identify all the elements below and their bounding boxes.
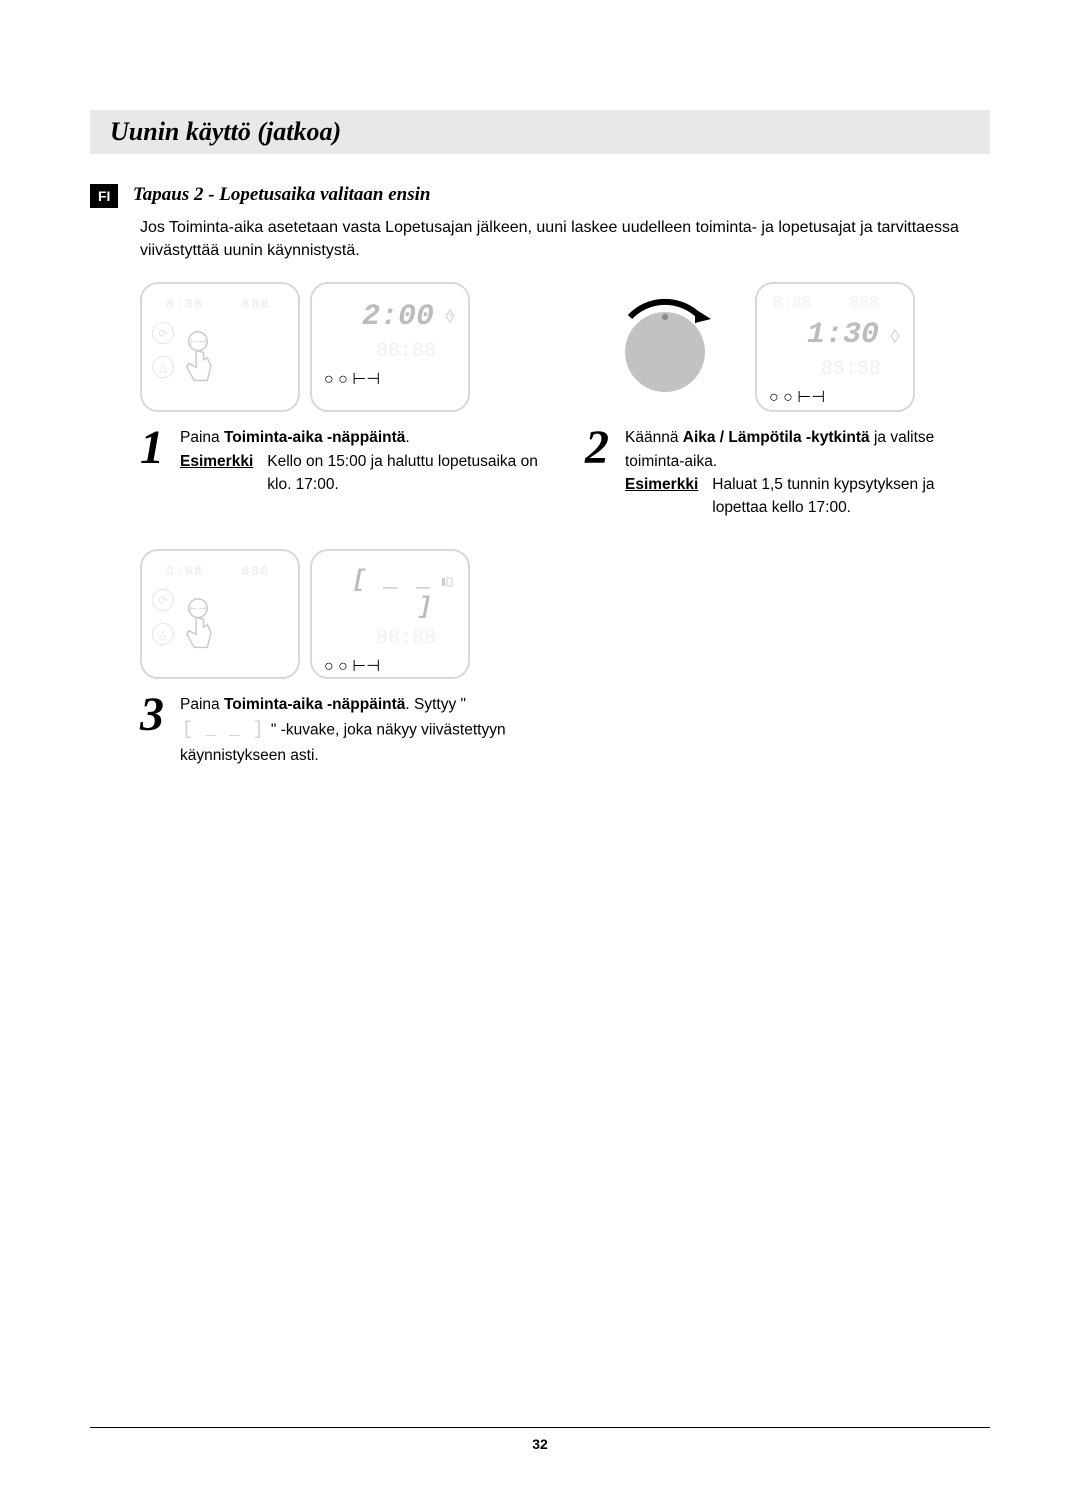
subtitle: Tapaus 2 - Lopetusaika valitaan ensin <box>133 184 431 205</box>
language-badge: FI <box>90 184 118 208</box>
display-value: [ _ _ ] <box>324 567 456 621</box>
svg-text:⊢⊣: ⊢⊣ <box>190 337 206 347</box>
step-2: 8:88 888 1:30 88:88 ○ ○ ⊢⊣ <box>585 282 990 519</box>
display-value: 1:30 <box>769 318 901 352</box>
control-panel-left: ⟳ △ ⊢⊣ <box>140 282 300 412</box>
step-number: 3 <box>140 693 172 767</box>
example-label: Esimerkki <box>625 473 698 520</box>
example-label: Esimerkki <box>180 450 253 497</box>
text: Paina <box>180 696 224 713</box>
text: . <box>405 429 409 446</box>
display-value: 2:00 <box>324 300 456 334</box>
header-title: Uunin käyttö (jatkoa) <box>110 117 341 147</box>
section-header: Uunin käyttö (jatkoa) <box>90 110 990 154</box>
bottom-icon: ○ <box>324 658 334 675</box>
footer-rule <box>90 1427 990 1428</box>
display-panel: 2:00 88:88 ○ ○ ⊢⊣ <box>310 282 470 412</box>
step-1: ⟳ △ ⊢⊣ 2:00 <box>140 282 545 519</box>
example-text: Haluat 1,5 tunnin kypsytyksen ja lopetta… <box>712 473 990 520</box>
step-number: 1 <box>140 426 172 496</box>
page-number: 32 <box>0 1436 1080 1452</box>
step-3: ⟳ △ ⊢⊣ [ _ _ ] <box>140 549 545 767</box>
text: Paina <box>180 429 224 446</box>
control-panel-left: ⟳ △ ⊢⊣ <box>140 549 300 679</box>
bottom-icon: ○ <box>338 658 348 675</box>
text: Käännä <box>625 429 683 446</box>
delay-icon: [ _ _ ] <box>180 717 267 744</box>
dial-panel <box>585 282 745 412</box>
rotary-dial-icon <box>595 287 735 407</box>
bottom-icon: ⊢⊣ <box>352 371 380 388</box>
step-body: Käännä Aika / Lämpötila -kytkintä ja val… <box>625 426 990 519</box>
display-panel: [ _ _ ] 88:88 ○ ○ ⊢⊣ <box>310 549 470 679</box>
step-body: Paina Toiminta-aika -näppäintä. Syttyy "… <box>180 693 545 767</box>
bold-text: Toiminta-aika -näppäintä <box>224 429 405 446</box>
step-number: 2 <box>585 426 617 519</box>
example-text: Kello on 15:00 ja haluttu lopetusaika on… <box>267 450 545 497</box>
bottom-icon: ⊢⊣ <box>797 389 825 406</box>
bottom-icon: ⊢⊣ <box>352 658 380 675</box>
bold-text: Toiminta-aika -näppäintä <box>224 696 405 713</box>
intro-text: Jos Toiminta-aika asetetaan vasta Lopetu… <box>140 216 990 262</box>
bottom-icon: ○ <box>783 389 793 406</box>
svg-text:⊢⊣: ⊢⊣ <box>190 604 206 614</box>
press-hand-icon: ⊢⊣ <box>170 597 226 653</box>
end-icon <box>440 575 454 589</box>
bottom-icon: ○ <box>324 371 334 388</box>
running-icon <box>442 308 458 324</box>
bottom-icon: ○ <box>769 389 779 406</box>
bold-text: Aika / Lämpötila -kytkintä <box>683 429 870 446</box>
display-panel: 8:88 888 1:30 88:88 ○ ○ ⊢⊣ <box>755 282 915 412</box>
bottom-icon: ○ <box>338 371 348 388</box>
subtitle-row: FI Tapaus 2 - Lopetusaika valitaan ensin <box>90 184 990 208</box>
step-body: Paina Toiminta-aika -näppäintä. Esimerkk… <box>180 426 545 496</box>
press-hand-icon: ⊢⊣ <box>170 330 226 386</box>
running-icon <box>887 328 903 344</box>
text: . Syttyy " <box>405 696 466 713</box>
